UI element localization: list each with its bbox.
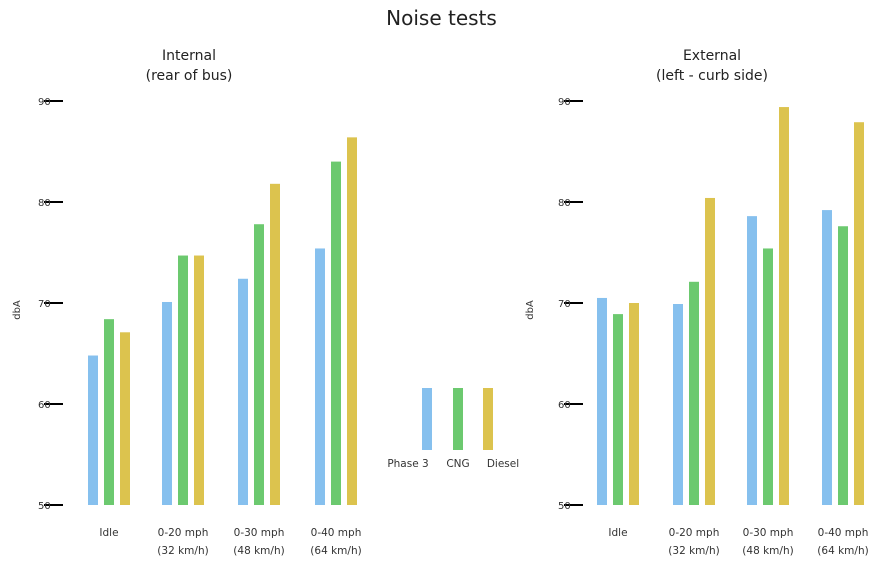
bar-phase-3 (238, 278, 248, 505)
y-axis-label: dbA (12, 300, 23, 320)
legend-swatch-diesel (483, 388, 493, 450)
bar-diesel (629, 303, 639, 505)
x-category-label: 0-20 mph (158, 527, 209, 539)
y-tick-label: 90 (38, 97, 51, 108)
x-category-label: Idle (99, 527, 118, 539)
bar-phase-3 (88, 355, 98, 505)
bar-diesel (194, 255, 204, 505)
y-tick-label: 70 (558, 299, 571, 310)
y-tick-label: 80 (38, 198, 51, 209)
x-category-label: 0-20 mph (669, 527, 720, 539)
x-category-label: (48 km/h) (233, 545, 284, 557)
bar-cng (178, 255, 188, 505)
y-tick-label: 50 (38, 501, 51, 512)
x-category-label: (64 km/h) (817, 545, 868, 557)
bar-phase-3 (822, 210, 832, 505)
y-tick-label: 90 (558, 97, 571, 108)
x-category-label: (48 km/h) (742, 545, 793, 557)
y-axis-label: dbA (525, 300, 536, 320)
x-category-label: (32 km/h) (668, 545, 719, 557)
bar-diesel (347, 137, 357, 506)
panel-title-line: (left - curb side) (656, 68, 768, 84)
bar-cng (104, 319, 114, 505)
bar-phase-3 (673, 304, 683, 505)
x-category-label: 0-30 mph (743, 527, 794, 539)
legend-swatch-cng (453, 388, 463, 450)
bar-diesel (705, 197, 715, 505)
x-category-label: (64 km/h) (310, 545, 361, 557)
bar-phase-3 (747, 216, 757, 505)
legend-swatch-phase-3 (422, 388, 432, 450)
bar-cng (331, 161, 341, 505)
x-category-label: 0-30 mph (234, 527, 285, 539)
bar-diesel (120, 332, 130, 505)
bar-cng (763, 248, 773, 505)
chart-main-title: Noise tests (386, 6, 497, 30)
x-category-label: (32 km/h) (157, 545, 208, 557)
x-category-label: Idle (608, 527, 627, 539)
x-category-label: 0-40 mph (311, 527, 362, 539)
y-tick-label: 80 (558, 198, 571, 209)
bar-diesel (779, 107, 789, 505)
bar-phase-3 (315, 248, 325, 505)
bar-phase-3 (162, 301, 172, 505)
bar-diesel (854, 122, 864, 506)
panel-title-line: Internal (162, 48, 216, 64)
panel-title-line: (rear of bus) (146, 68, 233, 84)
bar-diesel (270, 183, 280, 505)
y-tick-label: 50 (558, 501, 571, 512)
bar-cng (838, 226, 848, 506)
bar-cng (689, 281, 699, 505)
bar-cng (254, 224, 264, 505)
x-category-label: 0-40 mph (818, 527, 869, 539)
legend-label: Phase 3 (387, 458, 428, 470)
bar-phase-3 (597, 297, 607, 505)
y-tick-label: 60 (558, 400, 571, 411)
y-tick-label: 60 (38, 400, 51, 411)
legend-label: Diesel (487, 458, 519, 470)
y-tick-label: 70 (38, 299, 51, 310)
bar-cng (613, 314, 623, 505)
legend-label: CNG (446, 458, 469, 470)
panel-title-line: External (683, 48, 741, 64)
